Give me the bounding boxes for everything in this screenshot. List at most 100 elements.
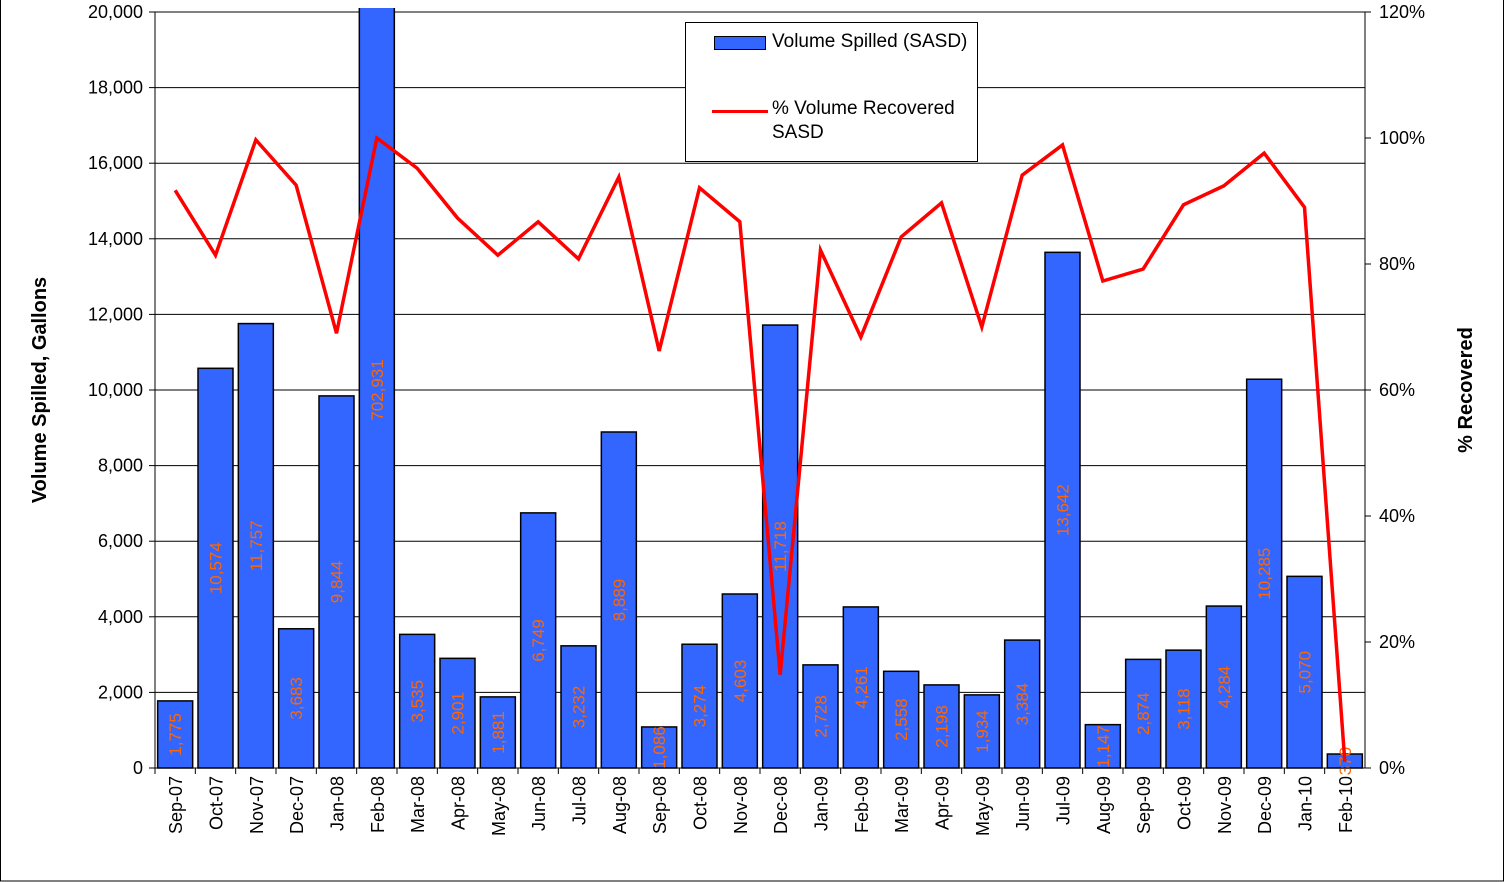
x-tick-label: Jul-09 — [1054, 776, 1074, 825]
legend-swatch — [714, 36, 766, 50]
bar — [197, 367, 234, 769]
data-label: 11,718 — [771, 521, 790, 572]
x-tick-label: Nov-07 — [247, 776, 267, 834]
x-tick-label: Nov-09 — [1215, 776, 1235, 834]
bar — [1084, 723, 1122, 769]
x-tick-label: Mar-08 — [408, 776, 428, 833]
data-label: 10,285 — [1255, 548, 1274, 600]
x-tick-label: Oct-08 — [691, 776, 711, 830]
bar — [1003, 639, 1041, 769]
bar — [963, 694, 1001, 769]
bar — [519, 512, 557, 769]
y-tick-label: 14,000 — [88, 229, 143, 249]
data-label: 2,198 — [933, 705, 952, 748]
y2-tick-label: 0% — [1379, 758, 1405, 778]
bar — [560, 645, 597, 769]
x-tick-label: Sep-08 — [650, 776, 670, 834]
x-tick-label: Mar-09 — [892, 776, 912, 833]
data-label: 1,086 — [650, 726, 669, 769]
x-tick-label: Oct-07 — [207, 776, 227, 830]
x-tick-label: Aug-09 — [1094, 776, 1114, 834]
data-label: 1,775 — [166, 713, 185, 756]
x-tick-label: Feb-10 — [1336, 776, 1356, 833]
data-label: 9,844 — [328, 561, 347, 604]
x-tick-label: Dec-09 — [1255, 776, 1275, 834]
y2-tick-label: 60% — [1379, 380, 1415, 400]
data-label: 10,574 — [207, 542, 226, 594]
line — [173, 134, 1347, 762]
x-tick-label: May-08 — [489, 776, 509, 836]
y-tick-label: 10,000 — [88, 380, 143, 400]
x-tick-label: Dec-08 — [771, 776, 791, 834]
y2-tick-label: 120% — [1379, 2, 1425, 22]
x-tick-label: Jun-08 — [529, 776, 549, 831]
y2-tick-label: 80% — [1379, 254, 1415, 274]
data-label: 2,874 — [1134, 692, 1153, 735]
x-tick-label: Sep-07 — [166, 776, 186, 834]
bar — [721, 593, 759, 769]
bar — [600, 431, 638, 769]
y-tick-label: 4,000 — [98, 607, 143, 627]
x-tick-label: Dec-07 — [287, 776, 307, 834]
data-label: 3,683 — [287, 677, 306, 720]
data-label: 3,118 — [1175, 688, 1194, 729]
data-label: 3,384 — [1013, 683, 1032, 726]
data-label: 13,642 — [1054, 484, 1073, 536]
y2-tick-label: 40% — [1379, 506, 1415, 526]
x-tick-label: Nov-08 — [731, 776, 751, 834]
data-label: 3,232 — [570, 686, 589, 729]
y-tick-label: 12,000 — [88, 304, 143, 324]
data-label: 3,535 — [408, 680, 427, 723]
y-tick-label: 20,000 — [88, 2, 143, 22]
x-tick-label: Sep-09 — [1134, 776, 1154, 834]
x-tick-label: Apr-08 — [449, 776, 469, 830]
y-tick-label: 0 — [133, 758, 143, 778]
data-label: 6,749 — [529, 619, 548, 662]
data-label: 4,261 — [852, 666, 871, 709]
bar — [277, 628, 315, 769]
data-label: 2,901 — [449, 692, 468, 735]
y-tick-label: 2,000 — [98, 682, 143, 702]
x-tick-label: Feb-08 — [368, 776, 388, 833]
legend-label: Volume Spilled (SASD) — [772, 31, 968, 52]
bar — [1044, 251, 1081, 769]
y2-tick-label: 100% — [1379, 128, 1425, 148]
bar — [681, 643, 718, 769]
bar — [1205, 605, 1243, 769]
data-label: 2,558 — [892, 698, 911, 741]
x-tick-label: Jun-09 — [1013, 776, 1033, 831]
bar — [439, 657, 476, 769]
x-tick-label: Apr-09 — [933, 776, 953, 830]
bar — [882, 670, 920, 769]
data-label: 4,284 — [1215, 666, 1234, 709]
bar — [398, 633, 436, 769]
bar — [923, 684, 960, 769]
legend-swatch — [712, 110, 768, 113]
x-tick-label: Jan-09 — [812, 776, 832, 831]
data-label: 1,934 — [973, 710, 992, 753]
x-tick-label: Oct-09 — [1175, 776, 1195, 830]
bar — [479, 696, 517, 769]
data-label: 4,603 — [731, 660, 750, 703]
data-label: 1,147 — [1094, 725, 1113, 768]
y-tick-label: 16,000 — [88, 153, 143, 173]
x-tick-label: Jan-10 — [1296, 776, 1316, 831]
bar — [1286, 575, 1323, 769]
data-label: 1,881 — [489, 711, 508, 754]
data-label: 11,757 — [247, 520, 266, 571]
legend: Volume Spilled (SASD) % Volume Recovered… — [685, 22, 978, 162]
data-label: 8,889 — [610, 579, 629, 622]
y2-axis-title: % Recovered — [1455, 327, 1477, 453]
bar — [1245, 378, 1283, 769]
x-tick-label: May-09 — [973, 776, 993, 836]
bar — [802, 664, 839, 769]
y-tick-label: 6,000 — [98, 531, 143, 551]
bar — [640, 726, 678, 769]
x-tick-label: Aug-08 — [610, 776, 630, 834]
y2-tick-label: 20% — [1379, 632, 1415, 652]
x-tick-label: Jan-08 — [328, 776, 348, 831]
y-tick-label: 18,000 — [88, 78, 143, 98]
legend-label: % Volume Recovered SASD — [772, 98, 955, 143]
